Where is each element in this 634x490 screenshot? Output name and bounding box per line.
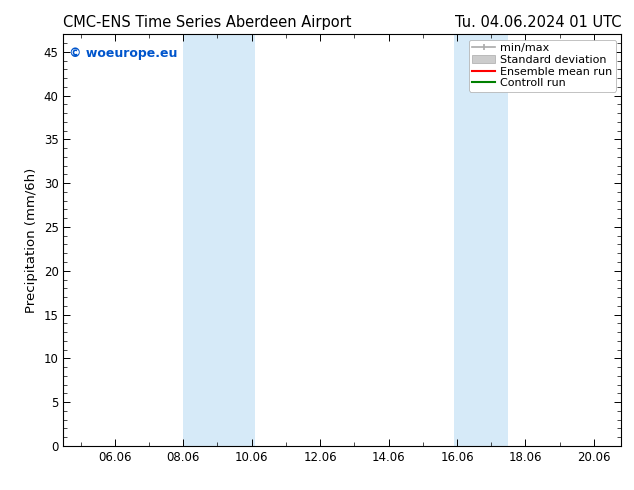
Bar: [453, 34, 508, 446]
Bar: [183, 34, 255, 446]
Y-axis label: Precipitation (mm/6h): Precipitation (mm/6h): [25, 168, 38, 313]
Legend: min/max, Standard deviation, Ensemble mean run, Controll run: min/max, Standard deviation, Ensemble me…: [469, 40, 616, 92]
Text: CMC-ENS Time Series Aberdeen Airport: CMC-ENS Time Series Aberdeen Airport: [63, 15, 352, 30]
Text: © woeurope.eu: © woeurope.eu: [69, 47, 178, 60]
Text: Tu. 04.06.2024 01 UTC: Tu. 04.06.2024 01 UTC: [455, 15, 621, 30]
